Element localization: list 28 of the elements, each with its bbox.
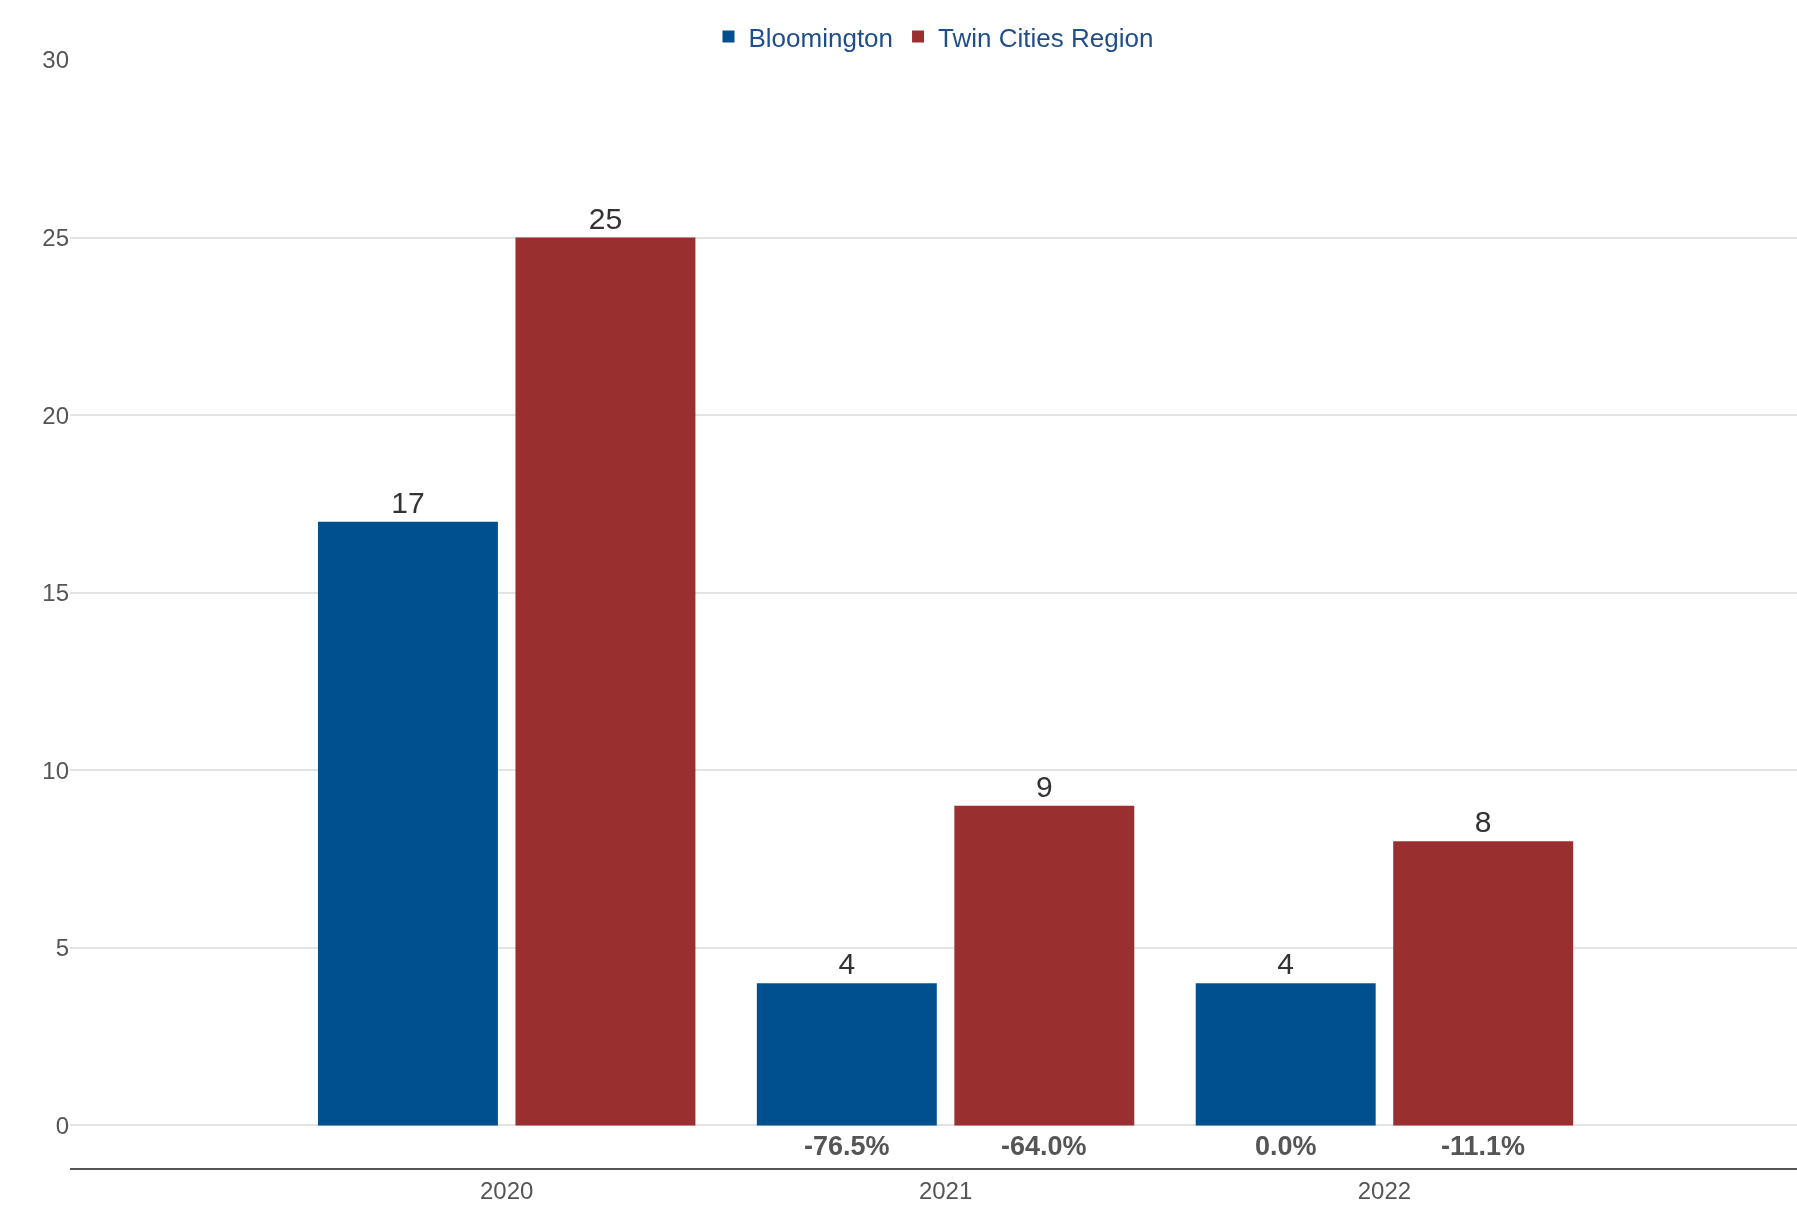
y-tick-label: 20 [42,401,69,429]
y-tick-label: 10 [42,756,69,784]
annotation: -76.5% [804,1131,890,1161]
y-tick-label: 25 [42,223,69,251]
x-tick-label: 2020 [479,1176,534,1204]
x-tick-label: 2021 [918,1176,973,1204]
y-tick-label: 30 [42,46,69,74]
data-label: 25 [588,201,623,235]
legend-label: Twin Cities Region [938,22,1154,53]
data-label: 9 [1035,769,1053,803]
bar [756,983,937,1126]
data-label: 4 [838,947,856,981]
y-tick-label: 5 [55,934,69,962]
y-tick-label: 0 [55,1111,69,1139]
data-label: 8 [1474,805,1492,839]
annotation: -64.0% [1001,1131,1087,1161]
bar [1195,983,1376,1126]
annotation: 0.0% [1255,1131,1317,1161]
x-tick-label: 2022 [1357,1176,1412,1204]
bar [317,521,498,1126]
legend-label: Bloomington [748,22,894,53]
bar [515,237,696,1126]
data-label: 17 [391,485,425,519]
bar [954,805,1135,1126]
bar [1393,841,1574,1126]
annotation: -11.1% [1441,1131,1526,1161]
data-label: 4 [1277,947,1295,981]
y-tick-label: 15 [42,579,69,607]
